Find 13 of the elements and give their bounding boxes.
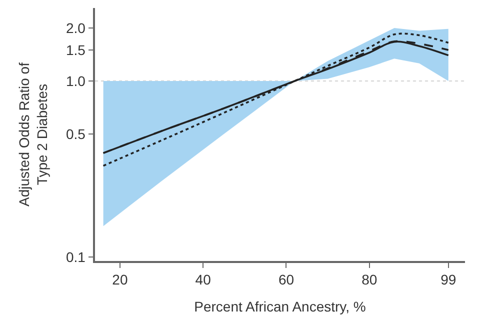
x-axis-title: Percent African Ancestry, % [194, 298, 366, 314]
y-tick-label: 0.5 [66, 126, 86, 142]
x-tick-label: 99 [440, 272, 456, 288]
x-tick-label: 20 [112, 272, 128, 288]
x-tick-label: 60 [278, 272, 294, 288]
y-tick-label: 0.1 [66, 248, 86, 265]
x-tick-label: 80 [362, 272, 378, 288]
line-series [102, 32, 450, 167]
y-tick-label: 1.0 [66, 72, 86, 89]
y-tick-label: 1.5 [66, 42, 86, 58]
y-tick-label: 2.0 [66, 20, 86, 36]
x-tick-label: 40 [195, 272, 212, 288]
y-axis-title: Adjusted Odds Ratio of Type 2 Diabetes [16, 62, 50, 206]
